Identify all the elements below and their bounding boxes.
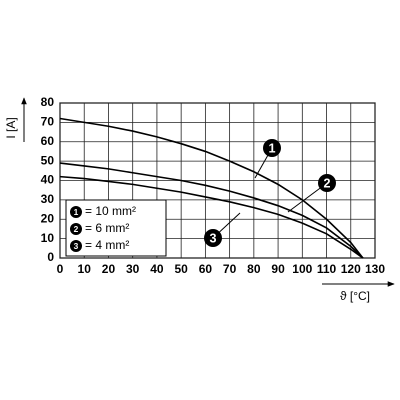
legend-label: = 10 mm² [85, 204, 136, 218]
curve [59, 162, 364, 259]
x-tick-label: 30 [126, 262, 140, 276]
y-tick-label: 80 [41, 95, 55, 109]
y-axis-label: I [A] [4, 117, 18, 138]
x-tick-label: 100 [292, 262, 312, 276]
y-tick-label: 70 [41, 115, 55, 129]
y-tick-label: 60 [41, 134, 55, 148]
x-axis-label: ϑ [°C] [340, 289, 370, 303]
badge [204, 229, 222, 247]
curve [59, 175, 364, 259]
badge [318, 174, 336, 192]
x-tick-label: 120 [341, 262, 361, 276]
y-tick-label: 50 [41, 153, 55, 167]
badge-number: 2 [74, 224, 79, 234]
legend-label: = 6 mm² [85, 221, 129, 235]
x-tick-label: 60 [199, 262, 213, 276]
x-tick-label: 110 [317, 262, 337, 276]
badge [70, 240, 82, 252]
x-tick-label: 40 [150, 262, 164, 276]
x-tick-label: 20 [102, 262, 116, 276]
y-tick-label: 40 [41, 173, 55, 187]
badge-number: 3 [209, 231, 216, 245]
legend-label: = 4 mm² [85, 238, 129, 252]
x-tick-label: 90 [271, 262, 285, 276]
y-tick-label: 0 [47, 250, 54, 264]
badge-number: 1 [74, 207, 79, 217]
y-tick-label: 10 [41, 231, 55, 245]
y-tick-label: 30 [41, 192, 55, 206]
x-tick-label: 80 [247, 262, 261, 276]
x-tick-label: 130 [365, 262, 385, 276]
badge-number: 2 [323, 176, 330, 190]
x-tick-label: 70 [223, 262, 237, 276]
badge-number: 3 [74, 241, 79, 251]
badge [70, 223, 82, 235]
x-tick-label: 50 [174, 262, 188, 276]
badge [263, 139, 281, 157]
x-tick-label: 10 [78, 262, 92, 276]
badge [70, 206, 82, 218]
curve [59, 117, 364, 259]
badge-number: 1 [268, 141, 275, 155]
y-tick-label: 20 [41, 211, 55, 225]
legend-box [65, 199, 167, 257]
x-tick-label: 0 [57, 262, 64, 276]
